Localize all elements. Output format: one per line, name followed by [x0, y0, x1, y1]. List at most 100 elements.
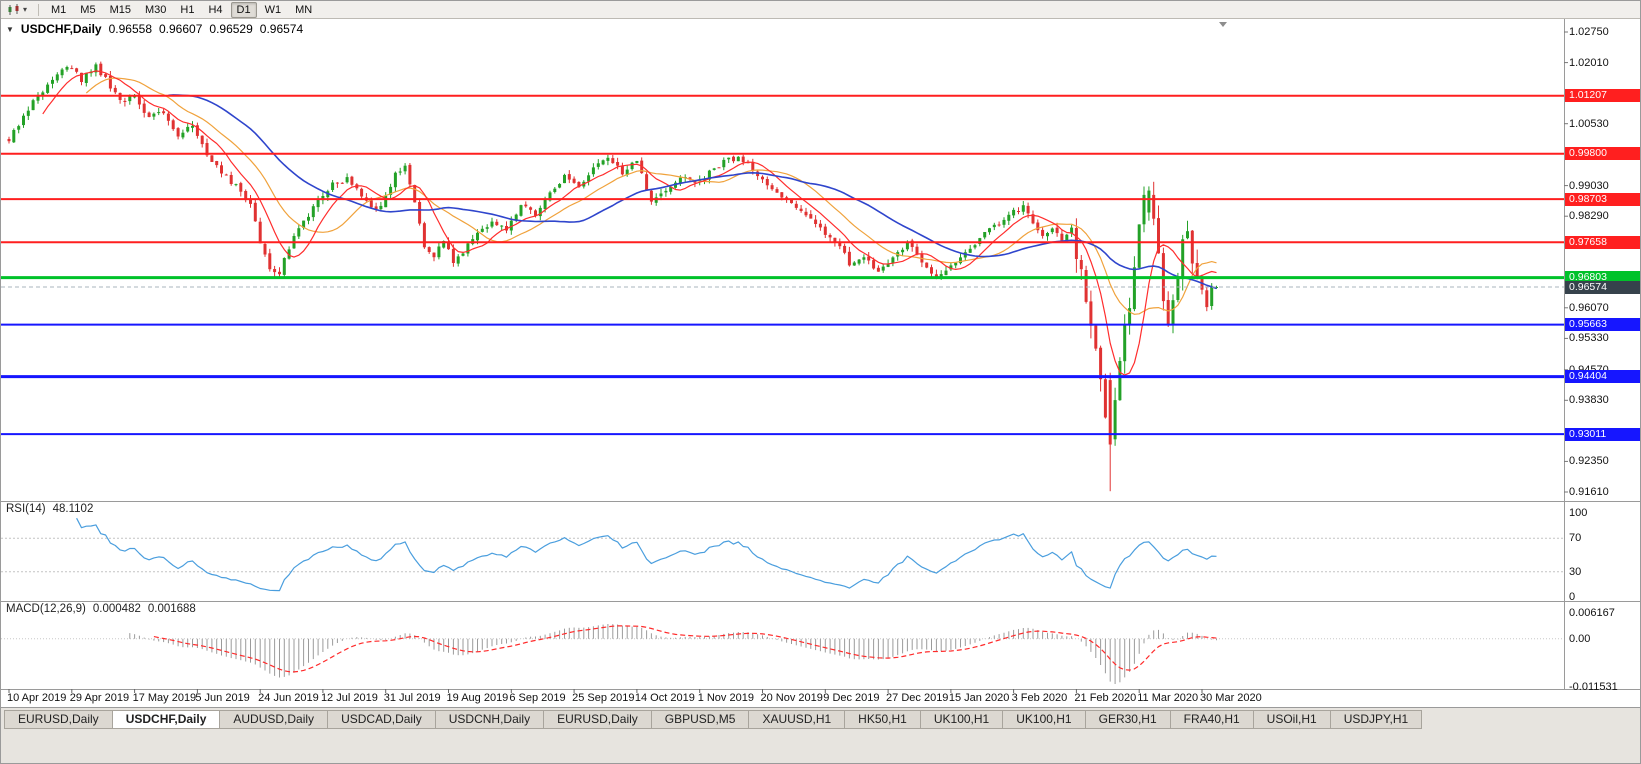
ma-fast-line[interactable] — [42, 70, 1217, 376]
chart-type-icon[interactable] — [5, 2, 23, 17]
time-axis-label: 5 Jun 2019 — [195, 692, 250, 704]
macd-label: MACD(12,26,9) — [6, 603, 86, 615]
symbol-tab-usdcnh-daily[interactable]: USDCNH,Daily — [434, 710, 545, 729]
symbol-tab-fra40-h1[interactable]: FRA40,H1 — [1169, 710, 1254, 729]
horizontal-levels — [1, 94, 1564, 436]
timeframe-button-mn[interactable]: MN — [295, 3, 313, 16]
timeframe-button-h4[interactable]: H4 — [208, 3, 223, 16]
rsi-line[interactable] — [76, 517, 1217, 592]
ma-slow-line[interactable] — [168, 94, 1217, 290]
symbol-tab-eurusd-daily[interactable]: EURUSD,Daily — [4, 710, 113, 729]
symbol-tab-audusd-daily[interactable]: AUDUSD,Daily — [219, 710, 329, 729]
chart-tab-bar: EURUSD,Daily USDCHF,Daily AUDUSD,Daily USDC… — [1, 707, 1640, 763]
time-axis-label: 6 Sep 2019 — [509, 692, 566, 704]
price-tick-label: 0.92350 — [1569, 455, 1609, 468]
time-axis-label: 29 Apr 2019 — [69, 692, 130, 704]
macd-signal-value: 0.001688 — [147, 603, 196, 615]
close-value: 0.96574 — [259, 22, 304, 36]
time-axis-label: 15 Jan 2020 — [948, 692, 1010, 704]
time-axis-label: 24 Jun 2019 — [258, 692, 319, 704]
ma-medium-line[interactable] — [85, 77, 1217, 315]
price-level-badge: 0.94404 — [1565, 370, 1640, 384]
symbol-tab-uk100-h1[interactable]: UK100,H1 — [1002, 710, 1086, 729]
symbol-tab-usdchf-daily[interactable]: USDCHF,Daily — [111, 710, 221, 729]
symbol-tab-hk50-h1[interactable]: HK50,H1 — [844, 710, 921, 729]
timeframe-button-m30[interactable]: M30 — [144, 3, 167, 16]
time-axis-label: 14 Oct 2019 — [634, 692, 695, 704]
price-level-badge: 0.98703 — [1565, 192, 1640, 206]
time-axis-label: 25 Sep 2019 — [572, 692, 635, 704]
price-tick-label: 0.96070 — [1569, 301, 1609, 314]
rsi-tick-label: 100 — [1569, 507, 1588, 519]
timeframe-button-m5[interactable]: M5 — [80, 3, 96, 16]
price-tick-label: 0.99030 — [1569, 179, 1609, 192]
price-tick-label: 0.98290 — [1569, 210, 1609, 223]
toolbar: ▾ M1 M5 M15 M30 H1 H4 D1 W1 MN — [1, 1, 1640, 19]
price-tick-label: 1.02750 — [1569, 26, 1609, 38]
macd-header: MACD(12,26,9) 0.000482 0.001688 — [6, 603, 203, 615]
macd-scale-top: 0.006167 — [1569, 607, 1615, 619]
chart-shift-marker[interactable] — [1219, 22, 1227, 27]
macd-signal-line[interactable] — [153, 625, 1217, 673]
rsi-value: 48.1102 — [52, 503, 94, 515]
timeframe-button-h1[interactable]: H1 — [180, 3, 195, 16]
rsi-tick-label: 30 — [1569, 565, 1582, 578]
symbol-tab-gbpusd-m5[interactable]: GBPUSD,M5 — [650, 710, 750, 729]
current-price-badge: 0.96574 — [1565, 280, 1640, 294]
symbol-tab-uk100-h1[interactable]: UK100,H1 — [919, 710, 1004, 729]
price-level-badge: 1.01207 — [1565, 89, 1640, 103]
price-tick-label: 1.02010 — [1569, 56, 1609, 69]
time-axis-label: 1 Nov 2019 — [697, 692, 754, 704]
high-value: 0.96607 — [159, 22, 203, 36]
time-axis-label: 27 Dec 2019 — [886, 692, 949, 704]
price-level-badge: 0.95663 — [1565, 318, 1640, 332]
price-level-badge: 0.96803 — [1565, 271, 1640, 285]
rsi-label: RSI(14) — [6, 503, 46, 515]
price-tick-label: 0.91610 — [1569, 486, 1609, 498]
symbol-tab-xauusd-h1[interactable]: XAUUSD,H1 — [748, 710, 846, 729]
price-tick-label: 0.93830 — [1569, 394, 1609, 407]
time-axis-label: 10 Apr 2019 — [7, 692, 67, 704]
time-axis-label: 12 Jul 2019 — [320, 692, 378, 704]
price-tick-label: 0.95330 — [1569, 332, 1609, 345]
time-axis-label: 20 Nov 2019 — [760, 692, 823, 704]
symbol-tab-eurusd-daily[interactable]: EURUSD,Daily — [543, 710, 652, 729]
time-axis-label: 9 Dec 2019 — [823, 692, 880, 704]
time-axis-label: 21 Feb 2020 — [1074, 692, 1137, 704]
symbol-timeframe-label: USDCHF,Daily — [20, 22, 102, 36]
symbol-tab-usoil-h1[interactable]: USOil,H1 — [1252, 710, 1331, 729]
price-level-badge: 0.93011 — [1565, 427, 1640, 441]
time-axis-label: 11 Mar 2020 — [1137, 692, 1199, 704]
symbol-tab-ger30-h1[interactable]: GER30,H1 — [1084, 710, 1171, 729]
symbol-tab-usdjpy-h1[interactable]: USDJPY,H1 — [1329, 710, 1423, 729]
timeframe-button-group: M1 M5 M15 M30 H1 H4 D1 W1 MN — [44, 1, 319, 18]
price-tick-label: 0.94570 — [1569, 363, 1609, 376]
macd-scale-zero: 0.00 — [1569, 632, 1591, 645]
toolbar-separator — [38, 3, 39, 16]
timeframe-button-m15[interactable]: M15 — [109, 3, 131, 16]
macd-main-value: 0.000482 — [92, 603, 141, 615]
timeframe-button-w1[interactable]: W1 — [264, 3, 282, 16]
candles-layer — [7, 61, 1218, 492]
rsi-tick-label: 70 — [1569, 532, 1582, 545]
chart-info-line: ▼ USDCHF,Daily 0.96558 0.96607 0.96529 0… — [6, 22, 303, 36]
chart-type-dropdown-icon[interactable]: ▾ — [23, 5, 28, 14]
time-axis-label: 3 Feb 2020 — [1011, 692, 1068, 704]
rsi-tick-label: 0 — [1569, 591, 1576, 603]
price-level-badge: 0.97658 — [1565, 235, 1640, 249]
price-tick-label: 1.00530 — [1569, 117, 1609, 130]
rsi-panel — [1, 517, 1564, 592]
time-axis-label: 17 May 2019 — [132, 692, 197, 704]
time-axis-label: 31 Jul 2019 — [383, 692, 441, 704]
timeframe-button-m1[interactable]: M1 — [51, 3, 67, 16]
time-axis-label: 19 Aug 2019 — [446, 692, 509, 704]
timeframe-button-d1[interactable]: D1 — [230, 1, 257, 18]
candlestick-glyph — [8, 3, 19, 15]
chart-tabs: EURUSD,Daily USDCHF,Daily AUDUSD,Daily USDC… — [4, 710, 1640, 729]
one-click-trading-icon[interactable]: ▼ — [6, 24, 14, 34]
symbol-tab-usdcad-daily[interactable]: USDCAD,Daily — [327, 710, 436, 729]
